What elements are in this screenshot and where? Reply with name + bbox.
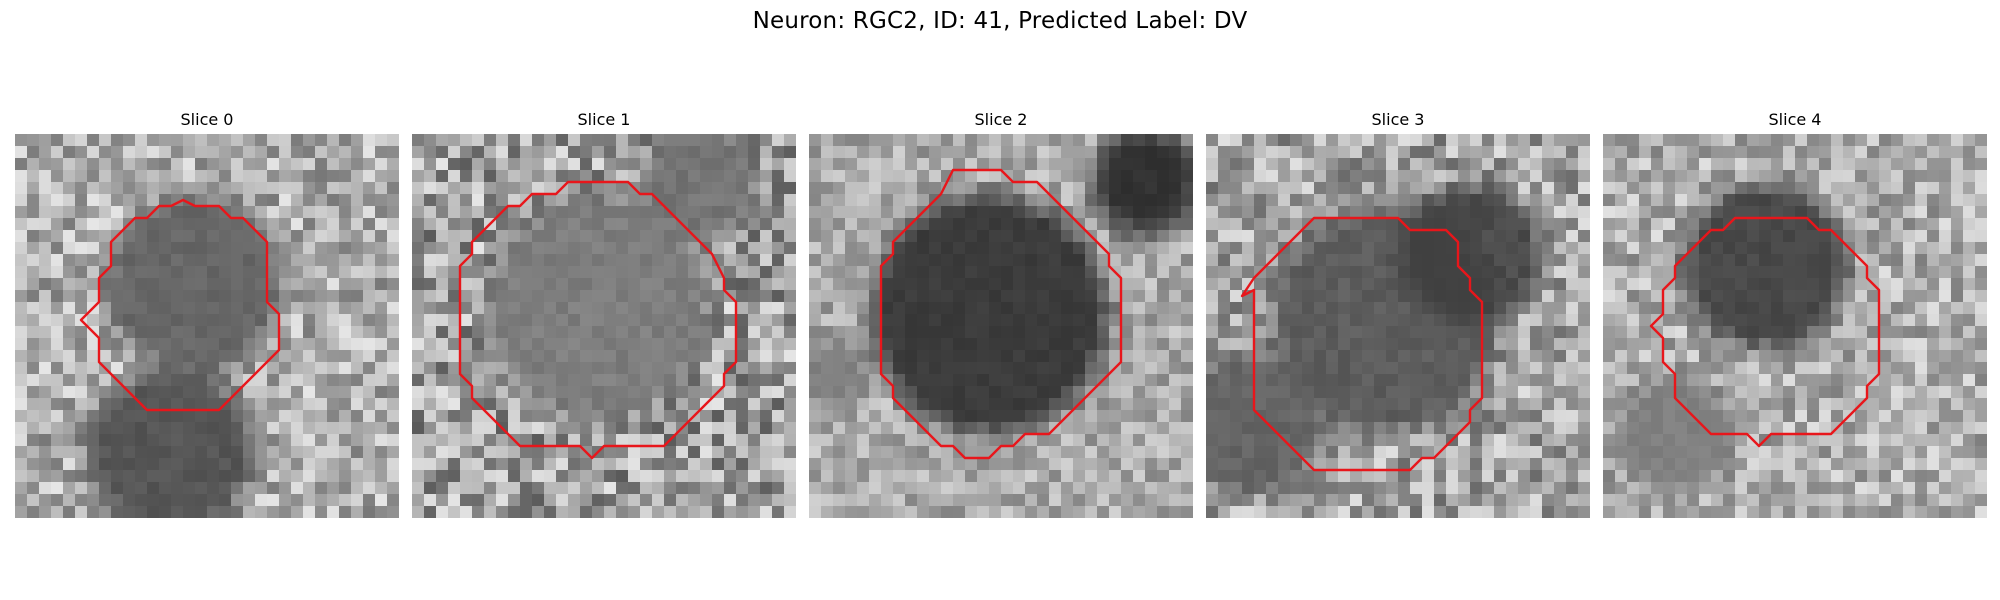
slice-image-canvas-2 [809, 134, 1193, 518]
slice-image-2 [809, 134, 1193, 518]
slice-image-canvas-0 [15, 134, 399, 518]
slice-image-canvas-4 [1603, 134, 1987, 518]
slice-title-2: Slice 2 [974, 110, 1028, 129]
slice-image-0 [15, 134, 399, 518]
slice-title-4: Slice 4 [1768, 110, 1822, 129]
slice-panel-4: Slice 4 [1603, 110, 1987, 518]
slice-image-1 [412, 134, 796, 518]
slice-panel-1: Slice 1 [412, 110, 796, 518]
slice-panel-0: Slice 0 [15, 110, 399, 518]
slice-panel-3: Slice 3 [1206, 110, 1590, 518]
slice-title-3: Slice 3 [1371, 110, 1425, 129]
slice-title-0: Slice 0 [180, 110, 234, 129]
slice-panel-2: Slice 2 [809, 110, 1193, 518]
slice-title-1: Slice 1 [577, 110, 631, 129]
slice-image-3 [1206, 134, 1590, 518]
slice-image-canvas-1 [412, 134, 796, 518]
slice-image-4 [1603, 134, 1987, 518]
figure-title: Neuron: RGC2, ID: 41, Predicted Label: D… [752, 8, 1248, 34]
slice-image-canvas-3 [1206, 134, 1590, 518]
